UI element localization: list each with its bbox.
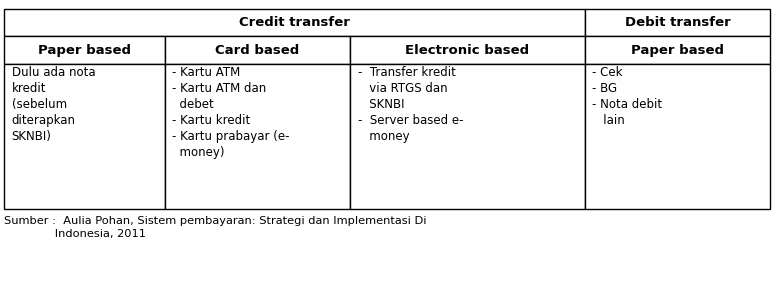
Text: Card based: Card based xyxy=(215,44,300,57)
Text: Dulu ada nota
kredit
(sebelum
diterapkan
SKNBI): Dulu ada nota kredit (sebelum diterapkan… xyxy=(12,66,95,143)
Bar xyxy=(4,36,165,64)
Bar xyxy=(584,9,770,36)
Text: Electronic based: Electronic based xyxy=(406,44,529,57)
Text: Sumber :  Aulia Pohan, Sistem pembayaran: Strategi dan Implementasi Di
         : Sumber : Aulia Pohan, Sistem pembayaran:… xyxy=(4,216,426,239)
Text: Debit transfer: Debit transfer xyxy=(625,16,731,29)
Bar xyxy=(584,64,770,209)
Bar xyxy=(584,36,770,64)
Bar xyxy=(4,9,584,36)
Bar xyxy=(350,36,584,64)
Bar xyxy=(165,36,350,64)
Bar xyxy=(165,64,350,209)
Text: Paper based: Paper based xyxy=(631,44,724,57)
Bar xyxy=(350,64,584,209)
Text: Paper based: Paper based xyxy=(38,44,131,57)
Bar xyxy=(4,64,165,209)
Text: - Kartu ATM
- Kartu ATM dan
  debet
- Kartu kredit
- Kartu prabayar (e-
  money): - Kartu ATM - Kartu ATM dan debet - Kart… xyxy=(173,66,289,159)
Text: Credit transfer: Credit transfer xyxy=(239,16,350,29)
Text: - Cek
- BG
- Nota debit
   lain: - Cek - BG - Nota debit lain xyxy=(592,66,663,127)
Text: -  Transfer kredit
   via RTGS dan
   SKNBI
-  Server based e-
   money: - Transfer kredit via RTGS dan SKNBI - S… xyxy=(358,66,463,143)
